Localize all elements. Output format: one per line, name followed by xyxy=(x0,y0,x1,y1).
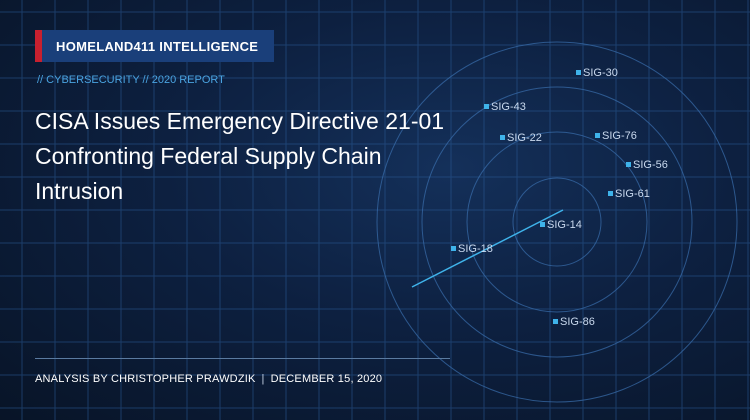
byline-date: DECEMBER 15, 2020 xyxy=(270,373,383,385)
signal-dot xyxy=(451,246,456,251)
signal-marker-sig-43: SIG-43 xyxy=(484,101,526,113)
signal-label: SIG-43 xyxy=(491,101,526,113)
signal-marker-sig-14: SIG-14 xyxy=(540,219,582,231)
signal-marker-sig-76: SIG-76 xyxy=(595,130,637,142)
signal-label: SIG-86 xyxy=(560,316,595,328)
signal-marker-sig-30: SIG-30 xyxy=(576,67,618,79)
signal-label: SIG-22 xyxy=(507,132,542,144)
radar-ring-3 xyxy=(421,86,693,358)
category-kicker: // CYBERSECURITY // 2020 REPORT xyxy=(37,74,225,86)
signal-marker-sig-18: SIG-18 xyxy=(451,243,493,255)
signal-dot xyxy=(540,222,545,227)
radar-ring-4 xyxy=(376,41,738,403)
radar-sweep-line xyxy=(411,209,564,288)
signal-dot xyxy=(626,162,631,167)
divider xyxy=(35,358,450,359)
signal-dot xyxy=(553,319,558,324)
article-headline[interactable]: CISA Issues Emergency Directive 21-01 Co… xyxy=(35,108,445,204)
signal-marker-sig-22: SIG-22 xyxy=(500,132,542,144)
signal-dot xyxy=(484,104,489,109)
signal-label: SIG-30 xyxy=(583,67,618,79)
brand-label: HOMELAND411 INTELLIGENCE xyxy=(56,38,259,54)
signal-label: SIG-18 xyxy=(458,243,493,255)
signal-dot xyxy=(500,135,505,140)
signal-label: SIG-14 xyxy=(547,219,582,231)
signal-dot xyxy=(576,70,581,75)
byline-author: ANALYSIS BY CHRISTOPHER PRAWDZIK xyxy=(35,373,256,385)
signal-label: SIG-61 xyxy=(615,188,650,200)
byline: ANALYSIS BY CHRISTOPHER PRAWDZIK | DECEM… xyxy=(35,373,382,385)
radar-ring-1 xyxy=(512,177,602,267)
signal-label: SIG-56 xyxy=(633,159,668,171)
signal-marker-sig-61: SIG-61 xyxy=(608,188,650,200)
signal-label: SIG-76 xyxy=(602,130,637,142)
signal-dot xyxy=(595,133,600,138)
signal-marker-sig-56: SIG-56 xyxy=(626,159,668,171)
signal-dot xyxy=(608,191,613,196)
brand-banner: HOMELAND411 INTELLIGENCE xyxy=(35,30,275,62)
signal-marker-sig-86: SIG-86 xyxy=(553,316,595,328)
byline-separator: | xyxy=(261,373,265,385)
radar-ring-2 xyxy=(466,131,648,313)
